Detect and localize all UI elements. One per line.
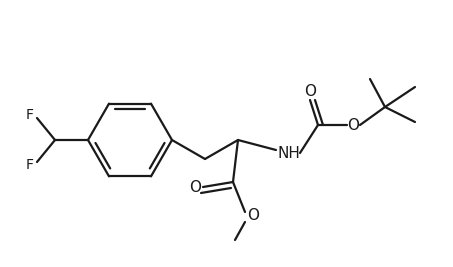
Text: F: F bbox=[26, 108, 34, 122]
Text: O: O bbox=[189, 179, 201, 194]
Text: O: O bbox=[247, 207, 259, 222]
Text: O: O bbox=[347, 117, 359, 132]
Text: O: O bbox=[304, 84, 316, 100]
Text: F: F bbox=[26, 158, 34, 172]
Text: NH: NH bbox=[278, 146, 300, 160]
